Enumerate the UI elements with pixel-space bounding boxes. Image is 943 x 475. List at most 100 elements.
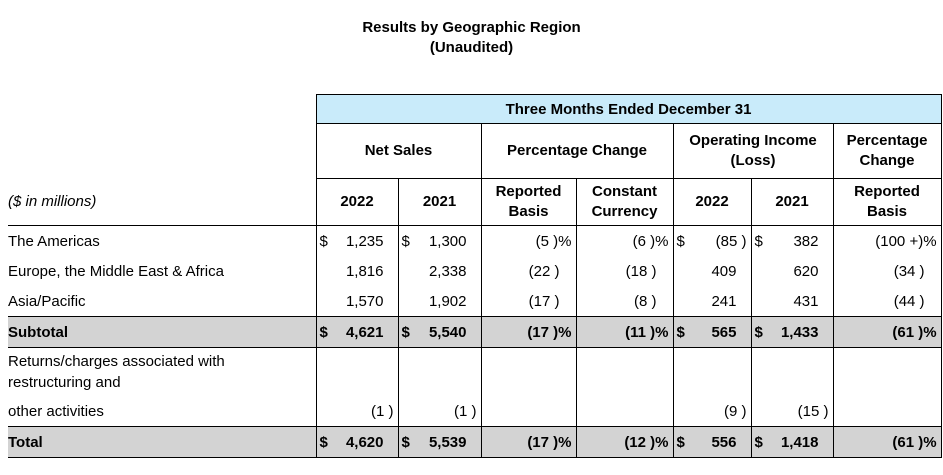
cell-value: 431: [793, 292, 819, 310]
cell-value: (44 ): [893, 292, 925, 310]
row-label-text: other activities: [8, 402, 104, 420]
cell-subtotal-col4: $565: [672, 316, 752, 348]
cell-europe-the-middle-east-africa-col2: (22 ): [480, 256, 577, 286]
page-title-line1: Results by Geographic Region: [362, 19, 581, 36]
cell-value: (5 )%: [535, 232, 572, 250]
cell-other-activities-col1: (1 ): [397, 396, 482, 427]
table-row-europe-the-middle-east-africa: Europe, the Middle East & Africa 1,816 2,3…: [8, 256, 942, 286]
cell-asia-pacific-col4: 241: [672, 286, 752, 317]
group-header-row: Net Sales Percentage Change Operating In…: [8, 123, 942, 179]
cell-value: (1 ): [371, 402, 394, 420]
label-col-spacer: [8, 124, 316, 179]
cell-the-americas-col2: (5 )%: [480, 225, 577, 256]
dollar-sign: $: [754, 323, 763, 341]
cell-value: 565: [711, 323, 737, 341]
cell-asia-pacific-col2: (17 ): [480, 286, 577, 317]
cell-other-activities-col3: [575, 396, 674, 427]
cell-total-col6: (61 )%: [832, 426, 942, 458]
cell-value: (22 ): [528, 262, 560, 280]
cell-europe-the-middle-east-africa-col3: (18 ): [575, 256, 674, 286]
cell-value: 1,418: [780, 433, 819, 451]
cell-returns-charges-associated-with-restruct-col3: [575, 347, 674, 396]
dollar-sign: $: [676, 323, 685, 341]
cell-value: 4,620: [345, 433, 384, 451]
cell-value: (18 ): [625, 262, 657, 280]
row-label-total: Total: [8, 426, 316, 458]
cell-value: 1,570: [345, 292, 384, 310]
table-row-asia-pacific: Asia/Pacific 1,570 1,902 (17 ) (8 ) 241 431 (44…: [8, 286, 942, 317]
cell-returns-charges-associated-with-restruct-col5: [750, 347, 834, 396]
dollar-sign: $: [754, 433, 763, 451]
cell-the-americas-col4: $ (85 ): [672, 225, 752, 256]
cell-value: (12 )%: [624, 433, 669, 451]
cell-value: (17 )%: [527, 323, 572, 341]
dollar-sign: $: [319, 433, 328, 451]
row-label-europe-the-middle-east-africa: Europe, the Middle East & Africa: [8, 256, 316, 286]
cell-value: 556: [711, 433, 737, 451]
cell-value: 4,621: [345, 323, 384, 341]
dollar-sign: $: [754, 232, 763, 250]
results-by-region-table: Three Months Ended December 31 Net Sales…: [8, 94, 942, 458]
cell-value: 1,300: [428, 232, 467, 250]
row-label-text: Europe, the Middle East & Africa: [8, 262, 224, 280]
cell-value: 1,816: [345, 262, 384, 280]
group-header-percentage-change: Percentage Change: [480, 123, 674, 179]
cell-total-col2: (17 )%: [480, 426, 577, 458]
cell-value: (100 +)%: [875, 232, 937, 250]
cell-returns-charges-associated-with-restruct-col2: [480, 347, 577, 396]
cell-the-americas-col1: $1,300: [397, 225, 482, 256]
cell-europe-the-middle-east-africa-col0: 1,816: [315, 256, 399, 286]
cell-value: (11 )%: [625, 323, 669, 341]
cell-asia-pacific-col5: 431: [750, 286, 834, 317]
cell-value: 1,433: [780, 323, 819, 341]
cell-value: 1,902: [428, 292, 467, 310]
cell-total-col0: $4,620: [315, 426, 399, 458]
span-header-row: Three Months Ended December 31: [8, 94, 942, 124]
label-col-spacer: [8, 95, 316, 124]
cell-subtotal-col3: (11 )%: [575, 316, 674, 348]
cell-other-activities-col6: [832, 396, 942, 427]
cell-total-col4: $556: [672, 426, 752, 458]
cell-value: 2,338: [428, 262, 467, 280]
dollar-sign: $: [401, 433, 410, 451]
cell-total-col1: $5,539: [397, 426, 482, 458]
sub-header-reported-basis-2: Reported Basis: [832, 178, 942, 226]
sub-header-row: ($ in millions) 2022 2021 Reported Basis…: [8, 178, 942, 226]
cell-value: 382: [793, 232, 819, 250]
cell-value: 5,540: [428, 323, 467, 341]
sub-header-2022-net-sales: 2022: [315, 178, 399, 226]
dollar-sign: $: [676, 433, 685, 451]
cell-value: (17 )%: [527, 433, 572, 451]
dollar-sign: $: [401, 323, 410, 341]
cell-europe-the-middle-east-africa-col4: 409: [672, 256, 752, 286]
cell-the-americas-col6: (100 +)%: [832, 225, 942, 256]
row-label-subtotal: Subtotal: [8, 316, 316, 348]
table-row-total: Total $4,620 $5,539 (17 )% (12 )% $556 $1,418(…: [8, 426, 942, 458]
row-label-asia-pacific: Asia/Pacific: [8, 286, 316, 317]
row-label-returns-charges-associated-with-restruct: Returns/charges associated with restruct…: [8, 348, 316, 397]
cell-value: 5,539: [428, 433, 467, 451]
cell-europe-the-middle-east-africa-col1: 2,338: [397, 256, 482, 286]
cell-subtotal-col0: $4,621: [315, 316, 399, 348]
dollar-sign: $: [676, 232, 685, 250]
cell-other-activities-col4: (9 ): [672, 396, 752, 427]
sub-header-reported-basis: Reported Basis: [480, 178, 577, 226]
table-row-other-activities: other activities (1 ) (1 ) (9 ) (15 ): [8, 396, 942, 427]
cell-the-americas-col3: (6 )%: [575, 225, 674, 256]
cell-value: 409: [711, 262, 737, 280]
cell-the-americas-col5: $382: [750, 225, 834, 256]
cell-value: 241: [711, 292, 737, 310]
cell-asia-pacific-col6: (44 ): [832, 286, 942, 317]
cell-other-activities-col0: (1 ): [315, 396, 399, 427]
unit-note: ($ in millions): [8, 178, 316, 226]
span-header: Three Months Ended December 31: [315, 94, 942, 124]
cell-value: (15 ): [797, 402, 829, 420]
page-title: Results by Geographic Region (Unaudited): [0, 18, 943, 58]
dollar-sign: $: [401, 232, 410, 250]
table-row-returns-charges-associated-with-restruct: Returns/charges associated with restruct…: [8, 347, 942, 397]
cell-subtotal-col5: $1,433: [750, 316, 834, 348]
row-label-other-activities: other activities: [8, 396, 316, 427]
cell-value: (34 ): [893, 262, 925, 280]
cell-returns-charges-associated-with-restruct-col0: [315, 347, 399, 396]
cell-value: 1,235: [345, 232, 384, 250]
